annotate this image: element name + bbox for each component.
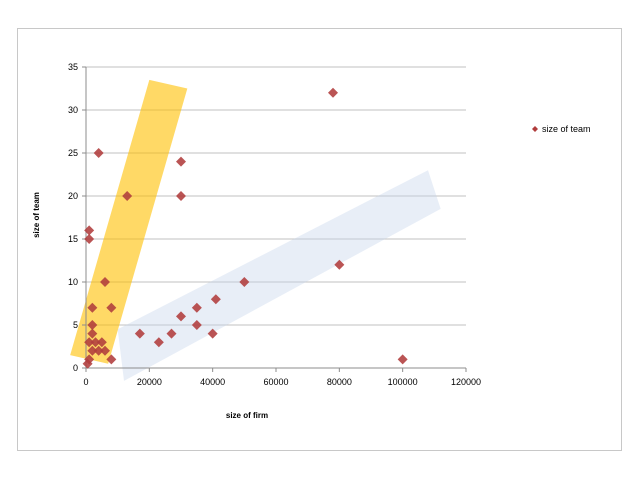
y-tick-label: 20 (68, 191, 78, 201)
data-point (87, 345, 98, 356)
data-point (106, 302, 117, 313)
data-point (87, 302, 98, 313)
data-points (82, 87, 408, 369)
y-tick-label: 10 (68, 277, 78, 287)
data-point (90, 337, 101, 348)
data-point (96, 337, 107, 348)
highlight-band-2 (117, 170, 441, 381)
y-tick-label: 35 (68, 62, 78, 72)
y-tick-label: 30 (68, 105, 78, 115)
data-point (93, 148, 104, 158)
data-point (100, 345, 110, 356)
y-tick-label: 25 (68, 148, 78, 158)
x-tick-label: 120000 (451, 377, 481, 387)
data-point (82, 358, 93, 369)
data-point (397, 354, 408, 365)
highlight-band-1 (70, 79, 188, 364)
data-point (84, 225, 95, 236)
data-point (191, 320, 202, 330)
y-tick-labels: 0 5 10 15 20 25 30 35 (68, 62, 78, 373)
data-point (84, 234, 95, 244)
data-point (122, 191, 133, 201)
highlight-bands (70, 79, 441, 381)
legend: size of team (532, 124, 591, 134)
data-point (334, 259, 345, 270)
data-point (176, 311, 186, 322)
x-axis-title: size of firm (226, 411, 268, 420)
chart-frame: 0 20000 40000 60000 80000 100000 120000 0 5 10 15… (17, 28, 622, 451)
legend-marker-icon (532, 126, 538, 132)
x-tick-labels: 0 20000 40000 60000 80000 100000 120000 (83, 377, 481, 387)
data-point (328, 87, 338, 98)
data-point (87, 328, 98, 339)
data-point (207, 328, 218, 339)
data-point (87, 320, 98, 330)
x-tick-label: 100000 (388, 377, 418, 387)
x-tick-label: 20000 (137, 377, 162, 387)
x-tick-label: 0 (83, 377, 88, 387)
data-point (153, 337, 164, 348)
y-tick-label: 15 (68, 234, 78, 244)
legend-label: size of team (542, 124, 591, 134)
data-point (176, 156, 186, 167)
y-tick-label: 5 (73, 320, 78, 330)
y-axis-title: size of team (32, 192, 41, 238)
x-tick-label: 80000 (327, 377, 352, 387)
scatter-chart: 0 20000 40000 60000 80000 100000 120000 0 5 10 15… (32, 62, 591, 420)
data-point (100, 277, 110, 287)
data-point (84, 337, 95, 348)
data-point (106, 354, 117, 365)
y-tick-label: 0 (73, 363, 78, 373)
x-tick-label: 40000 (200, 377, 225, 387)
data-point (176, 191, 186, 201)
data-point (134, 328, 145, 339)
data-point (210, 294, 221, 305)
data-point (166, 328, 177, 339)
data-point (239, 277, 250, 287)
data-point (191, 302, 202, 313)
data-point (93, 345, 104, 356)
x-tick-label: 60000 (263, 377, 288, 387)
axes (82, 66, 467, 372)
